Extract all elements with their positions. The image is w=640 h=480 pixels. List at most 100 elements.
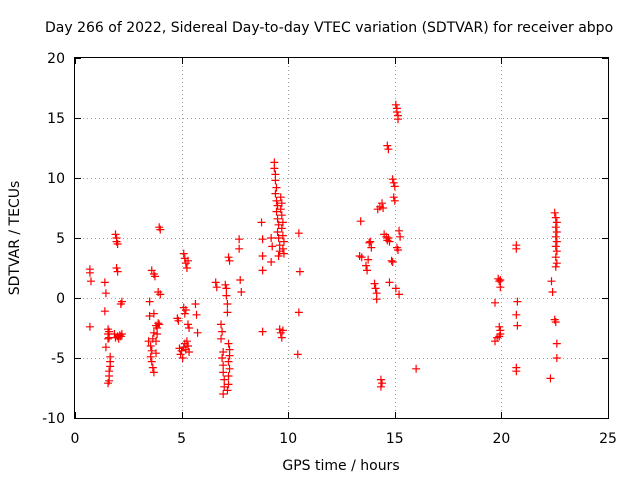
data-point [191, 300, 200, 308]
data-point [277, 199, 286, 208]
data-point [224, 357, 233, 366]
data-point [180, 309, 189, 318]
y-tick-label: 5 [56, 231, 65, 247]
data-point [149, 368, 158, 377]
data-point [85, 322, 94, 331]
data-point [512, 310, 521, 319]
data-point [155, 320, 164, 329]
data-point [279, 249, 288, 258]
data-point [367, 243, 376, 252]
y-axis-title: SDTVAR / TECUs [7, 181, 23, 296]
data-point [222, 284, 231, 293]
data-point [395, 226, 404, 235]
data-point [152, 337, 161, 346]
data-point [220, 375, 229, 384]
data-point [156, 290, 165, 299]
data-point [551, 253, 560, 262]
data-point [389, 178, 398, 187]
data-point [496, 283, 505, 292]
data-point [295, 267, 304, 276]
data-point [149, 309, 158, 318]
data-point [412, 364, 421, 373]
data-point [366, 237, 375, 246]
data-point [152, 349, 161, 358]
data-point [273, 228, 282, 236]
data-point [387, 256, 396, 265]
data-point [217, 334, 226, 343]
data-point [491, 298, 500, 307]
data-point [101, 289, 110, 298]
data-point [235, 235, 244, 244]
data-point [512, 244, 521, 253]
data-point [552, 259, 561, 268]
data-point [363, 266, 372, 275]
data-point [384, 234, 393, 242]
data-point [496, 276, 505, 284]
data-point [219, 390, 228, 398]
data-point [388, 258, 397, 266]
data-point [219, 348, 228, 356]
data-point [100, 307, 109, 316]
data-point [552, 237, 561, 246]
data-point [237, 288, 246, 296]
data-point [279, 237, 288, 246]
data-point [270, 164, 279, 173]
data-point [294, 308, 303, 317]
data-point [552, 218, 561, 227]
data-point [278, 231, 287, 240]
data-point [153, 330, 162, 338]
data-point [364, 255, 373, 264]
data-point [495, 322, 504, 331]
data-point [217, 320, 226, 329]
data-point [258, 266, 267, 275]
data-point [85, 268, 94, 277]
data-point [271, 189, 280, 198]
data-point [372, 295, 381, 304]
data-point [257, 218, 266, 227]
data-point [274, 234, 283, 242]
grid-lines [75, 58, 608, 418]
data-point [362, 261, 371, 270]
data-point [223, 386, 232, 395]
y-tick-label: 0 [56, 291, 65, 307]
data-point [104, 334, 113, 343]
data-point [491, 337, 500, 346]
plot-frame [74, 57, 609, 419]
data-point [513, 297, 522, 306]
y-tick-labels: -10 -5 0 5 10 15 20 [42, 51, 65, 427]
y-tick-label: -5 [51, 351, 65, 367]
data-point [278, 244, 287, 253]
data-point [273, 214, 282, 223]
data-point [113, 267, 122, 276]
data-point [182, 337, 191, 346]
data-point [224, 339, 233, 348]
data-point [258, 235, 267, 244]
data-point [111, 230, 120, 239]
data-point [221, 280, 230, 289]
data-point [513, 321, 522, 330]
data-point [393, 246, 402, 254]
data-point [101, 343, 110, 352]
data-point [552, 247, 561, 256]
data-point [276, 205, 285, 214]
data-point [388, 175, 397, 184]
data-point [389, 193, 398, 202]
data-point [268, 242, 277, 251]
data-point [378, 379, 387, 388]
data-point [223, 300, 232, 308]
data-point [218, 354, 227, 362]
data-point [145, 297, 154, 306]
data-point [379, 204, 388, 212]
data-point [225, 256, 234, 265]
data-point [183, 320, 192, 329]
data-point [356, 217, 365, 226]
data-point [384, 145, 393, 154]
data-point [235, 244, 244, 253]
data-point [106, 362, 115, 371]
data-point [218, 327, 227, 336]
data-point [154, 319, 163, 328]
y-tick-label: 20 [47, 51, 65, 67]
data-point [376, 375, 385, 384]
data-point [495, 332, 504, 341]
